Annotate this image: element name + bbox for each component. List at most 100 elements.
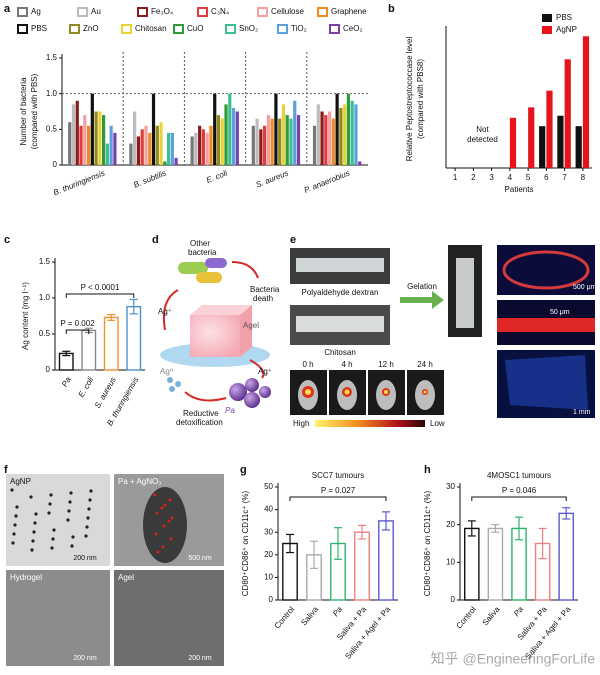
particle <box>32 530 36 534</box>
particle <box>48 502 52 506</box>
bar <box>509 117 517 168</box>
bar <box>255 118 259 165</box>
particle <box>162 524 166 528</box>
particle <box>66 518 70 522</box>
micrograph-feature <box>505 355 588 410</box>
y-tick-label: 30 <box>264 527 273 536</box>
y-tick-label: 30 <box>446 482 455 491</box>
legend-swatch <box>77 7 88 17</box>
significance-bracket <box>65 293 135 298</box>
bar <box>278 118 282 165</box>
x-tick-label: S. aureus <box>93 376 118 410</box>
bar <box>190 136 194 165</box>
bar <box>324 115 328 165</box>
legend-swatch <box>137 7 148 17</box>
bar <box>487 527 504 601</box>
bar <box>335 93 339 165</box>
panel-label: e <box>290 234 296 246</box>
bar <box>113 132 117 165</box>
bar <box>575 126 582 168</box>
colorbar-label: Low <box>430 419 445 428</box>
particle <box>68 500 72 504</box>
legend-swatch <box>225 24 236 34</box>
image-label: Hydrogel <box>10 573 42 582</box>
diagram-label: bacteria <box>188 248 217 257</box>
signal <box>384 390 388 394</box>
watermark: 知乎 @EngineeringForLife <box>431 651 596 667</box>
diagram-label: Reductive <box>183 409 219 418</box>
error-bar <box>286 533 294 554</box>
signal <box>423 390 427 394</box>
micrograph <box>114 570 224 666</box>
annotation: detected <box>467 135 498 144</box>
x-tick-label: Saliva + Agel + Pa <box>343 604 392 660</box>
legend-label: Au <box>91 7 101 16</box>
y-axis-label: Number of bacteria <box>19 77 28 146</box>
pa-cell <box>244 392 260 408</box>
particle <box>50 546 54 550</box>
panel-label: d <box>152 234 159 246</box>
bar <box>75 100 79 165</box>
bar <box>528 107 535 168</box>
particle <box>67 509 71 513</box>
image-caption: Chitosan <box>324 348 356 357</box>
particle <box>12 532 16 536</box>
bar <box>79 125 83 165</box>
error-bar <box>129 298 138 315</box>
legend-label: Cellulose <box>271 7 304 16</box>
bar <box>539 126 546 168</box>
legend-label: CeO₂ <box>343 24 363 33</box>
x-tick-label: Pa <box>60 375 73 388</box>
bar <box>133 111 137 165</box>
bar <box>151 93 156 165</box>
legend-label: SnO₂ <box>239 24 258 33</box>
bar <box>343 104 347 165</box>
bar <box>103 316 119 371</box>
bar <box>81 329 97 371</box>
bar <box>126 305 142 371</box>
pa-cell <box>259 386 271 398</box>
legend-swatch <box>69 24 80 34</box>
bar <box>289 118 293 165</box>
particle <box>163 503 167 507</box>
particle <box>85 525 89 529</box>
bar <box>274 93 278 165</box>
bar <box>354 531 370 601</box>
arrow <box>249 359 265 379</box>
bar <box>224 104 228 165</box>
signal <box>344 389 350 395</box>
time-label: 0 h <box>302 360 313 369</box>
bar <box>86 125 91 165</box>
significance-bracket <box>289 496 387 501</box>
legend-swatch <box>257 7 268 17</box>
legend-swatch <box>542 26 552 34</box>
particle <box>87 507 91 511</box>
particle <box>70 544 74 548</box>
x-tick-label: Pa <box>512 604 526 618</box>
panel-label: b <box>388 3 395 15</box>
x-tick-label: E. coli <box>77 375 96 399</box>
particle <box>69 491 73 495</box>
legend-label: Ag <box>31 7 41 16</box>
bacterium <box>205 258 227 268</box>
particle <box>34 512 38 516</box>
legend-swatch <box>121 24 132 34</box>
particle <box>10 488 14 492</box>
particle <box>156 550 160 554</box>
particle <box>13 523 17 527</box>
panel-label: g <box>240 464 247 476</box>
tube <box>296 258 384 272</box>
particle <box>167 519 171 523</box>
legend-swatch <box>277 24 288 34</box>
diagram-label: Agel <box>243 321 259 330</box>
y-tick-label: 40 <box>264 505 273 514</box>
legend-swatch <box>317 7 328 17</box>
x-tick-label: Control <box>273 605 297 631</box>
images-f: AgNP Pa + AgNO₃ Hydrogel Agel 200 nm 500… <box>6 474 224 666</box>
bar <box>148 132 152 165</box>
scale-label: 500 nm <box>188 555 212 562</box>
error-bar <box>491 524 500 533</box>
error-bar <box>107 313 116 321</box>
y-tick-label: 0 <box>269 595 274 604</box>
y-tick-label: 0 <box>451 595 456 604</box>
